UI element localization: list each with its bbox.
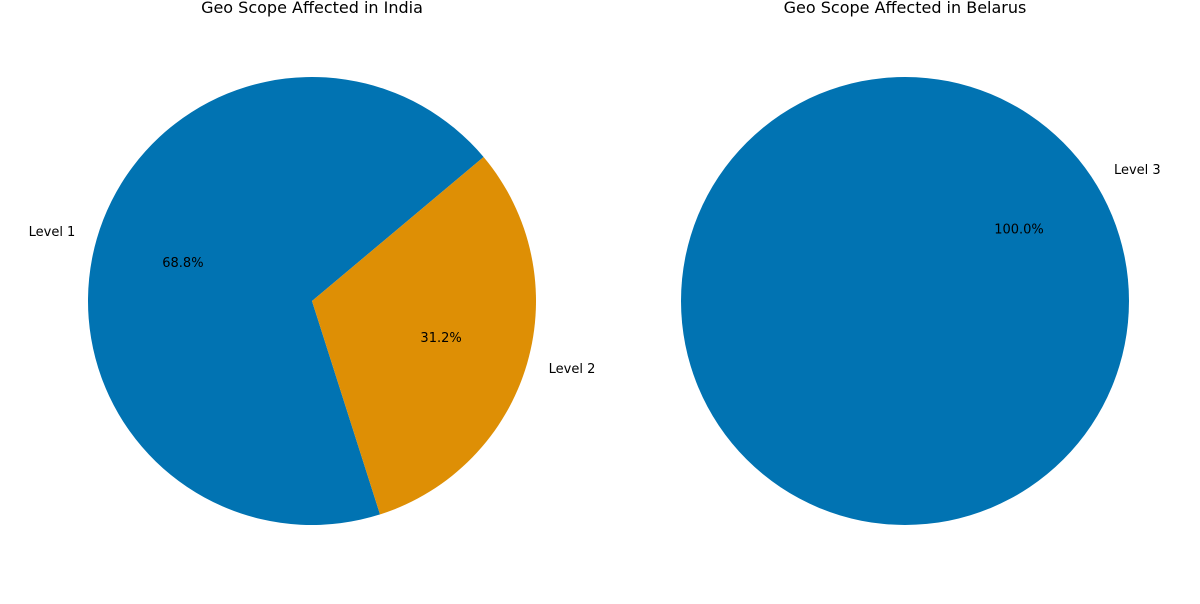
pie-slice-level-3 <box>681 77 1129 525</box>
percent-label: 100.0% <box>994 222 1044 237</box>
category-label: Level 1 <box>29 225 76 240</box>
pie-slice-level-1 <box>88 76 484 525</box>
chart-title: Geo Scope Affected in Belarus <box>784 0 1027 17</box>
pie-chart-belarus: Geo Scope Affected in Belarus Level 3 100… <box>681 0 1161 525</box>
percent-label: 68.8% <box>162 256 203 271</box>
category-label: Level 2 <box>549 362 596 377</box>
category-label: Level 3 <box>1114 163 1161 178</box>
pie-chart-india: Geo Scope Affected in India Level 1 68.8%… <box>29 0 596 525</box>
percent-label: 31.2% <box>420 331 461 346</box>
chart-title: Geo Scope Affected in India <box>201 0 423 17</box>
pie-slice-level-2 <box>312 157 536 515</box>
